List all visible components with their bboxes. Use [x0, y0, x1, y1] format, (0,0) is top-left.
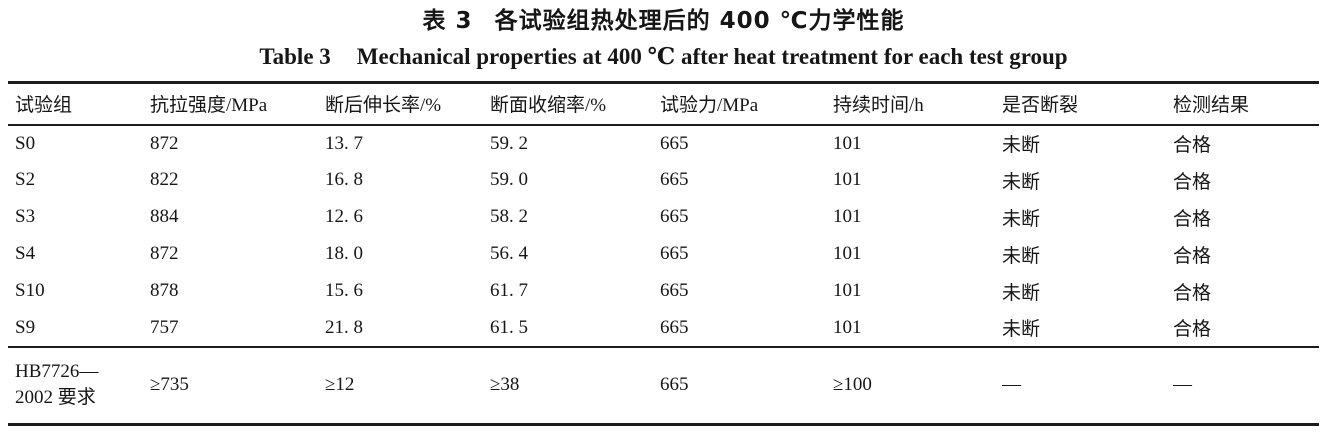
- table-row-s2: S2 822 16. 8 59. 0 665 101 未断 合格: [8, 162, 1319, 199]
- cell-reduction-of-area-req: ≥38: [490, 374, 520, 396]
- header-row: 试验组 抗拉强度/MPa 断后伸长率/% 断面收缩率/% 试验力/MPa 持续时…: [8, 83, 1319, 125]
- cell-fractured: 未断: [1002, 245, 1041, 267]
- cell-duration: 101: [833, 280, 862, 301]
- cell-test-force: 665: [660, 206, 689, 227]
- table-row-s9: S9 757 21. 8 61. 5 665 101 未断 合格: [8, 310, 1319, 347]
- cell-group: S2: [15, 169, 36, 190]
- cell-reduction-of-area: 59. 2: [490, 132, 528, 154]
- paper-table-figure: 表 3 各试验组热处理后的 400 ℃力学性能 Table 3 Mechanical…: [0, 0, 1327, 426]
- mechanical-properties-table: 试验组 抗拉强度/MPa 断后伸长率/% 断面收缩率/% 试验力/MPa 持续时…: [8, 81, 1319, 426]
- cell-elongation: 12. 6: [325, 206, 363, 227]
- cell-tensile-strength: 822: [150, 169, 179, 190]
- cell-test-force: 665: [660, 132, 689, 154]
- cell-reduction-of-area: 61. 5: [490, 316, 528, 338]
- cell-group: S10: [15, 280, 45, 301]
- table-caption-zh-text: 各试验组热处理后的 400 ℃力学性能: [494, 8, 905, 34]
- cell-result: 合格: [1173, 282, 1212, 304]
- cell-fractured-req: —: [1002, 374, 1021, 396]
- cell-test-force: 665: [660, 243, 689, 264]
- table-caption-en-text: Mechanical properties at 400 ℃ after hea…: [356, 44, 1068, 69]
- header-cell-fractured: 是否断裂: [1002, 95, 1079, 117]
- cell-reduction-of-area: 58. 2: [490, 206, 528, 227]
- cell-elongation: 18. 0: [325, 243, 363, 264]
- cell-result: 合格: [1173, 208, 1212, 230]
- cell-duration: 101: [833, 316, 862, 338]
- cell-duration: 101: [833, 132, 862, 154]
- header-cell-test-group: 试验组: [15, 95, 73, 117]
- table-row-s0: S0 872 13. 7 59. 2 665 101 未断 合格: [8, 125, 1319, 162]
- header-cell-result: 检测结果: [1173, 95, 1250, 117]
- requirement-label-line2: 2002 要求: [15, 387, 96, 409]
- cell-tensile-strength-req: ≥735: [150, 374, 189, 396]
- table-caption-en-label: Table 3: [259, 44, 331, 69]
- cell-tensile-strength: 884: [150, 206, 179, 227]
- cell-reduction-of-area: 61. 7: [490, 280, 528, 301]
- cell-tensile-strength: 872: [150, 243, 179, 264]
- table-row-s4: S4 872 18. 0 56. 4 665 101 未断 合格: [8, 236, 1319, 273]
- cell-fractured: 未断: [1002, 135, 1041, 156]
- cell-elongation: 15. 6: [325, 280, 363, 301]
- header-cell-tensile-strength: 抗拉强度/MPa: [150, 95, 268, 117]
- table-row-s10: S10 878 15. 6 61. 7 665 101 未断 合格: [8, 273, 1319, 310]
- cell-duration: 101: [833, 169, 862, 190]
- cell-result: 合格: [1173, 319, 1212, 340]
- cell-result: 合格: [1173, 171, 1212, 193]
- cell-test-force: 665: [660, 316, 689, 338]
- cell-fractured: 未断: [1002, 208, 1041, 230]
- header-cell-test-force: 试验力/MPa: [660, 95, 759, 117]
- cell-test-force-req: 665: [660, 374, 689, 396]
- cell-result: 合格: [1173, 135, 1212, 156]
- table-caption-zh: 表 3 各试验组热处理后的 400 ℃力学性能: [0, 0, 1327, 35]
- cell-elongation: 16. 8: [325, 169, 363, 190]
- cell-elongation: 13. 7: [325, 132, 363, 154]
- cell-test-force: 665: [660, 280, 689, 301]
- cell-fractured: 未断: [1002, 282, 1041, 304]
- cell-tensile-strength: 872: [150, 132, 179, 154]
- header-cell-duration: 持续时间/h: [833, 95, 924, 117]
- cell-group: S3: [15, 206, 36, 227]
- table-row-s3: S3 884 12. 6 58. 2 665 101 未断 合格: [8, 199, 1319, 236]
- table-caption-zh-label: 表 3: [422, 8, 473, 34]
- cell-group: S0: [15, 132, 36, 154]
- header-cell-elongation: 断后伸长率/%: [325, 95, 442, 117]
- cell-result-req: —: [1173, 374, 1192, 396]
- table-row-requirement: HB7726— 2002 要求 ≥735 ≥12 ≥38 665 ≥100 — …: [8, 346, 1319, 425]
- cell-elongation-req: ≥12: [325, 374, 355, 396]
- cell-group: S4: [15, 243, 36, 264]
- cell-tensile-strength: 878: [150, 280, 179, 301]
- cell-group: S9: [15, 316, 36, 338]
- cell-reduction-of-area: 59. 0: [490, 169, 528, 190]
- header-cell-reduction-of-area: 断面收缩率/%: [490, 95, 607, 117]
- requirement-label-line1: HB7726—: [15, 361, 99, 383]
- cell-fractured: 未断: [1002, 319, 1041, 340]
- cell-tensile-strength: 757: [150, 316, 179, 338]
- cell-reduction-of-area: 56. 4: [490, 243, 528, 264]
- cell-fractured: 未断: [1002, 171, 1041, 193]
- cell-duration: 101: [833, 243, 862, 264]
- cell-elongation: 21. 8: [325, 316, 363, 338]
- cell-requirement-label: HB7726— 2002 要求: [8, 347, 150, 425]
- table-caption-en: Table 3 Mechanical properties at 400 ℃ af…: [0, 43, 1327, 70]
- cell-result: 合格: [1173, 245, 1212, 267]
- cell-duration: 101: [833, 206, 862, 227]
- cell-duration-req: ≥100: [833, 374, 872, 396]
- cell-test-force: 665: [660, 169, 689, 190]
